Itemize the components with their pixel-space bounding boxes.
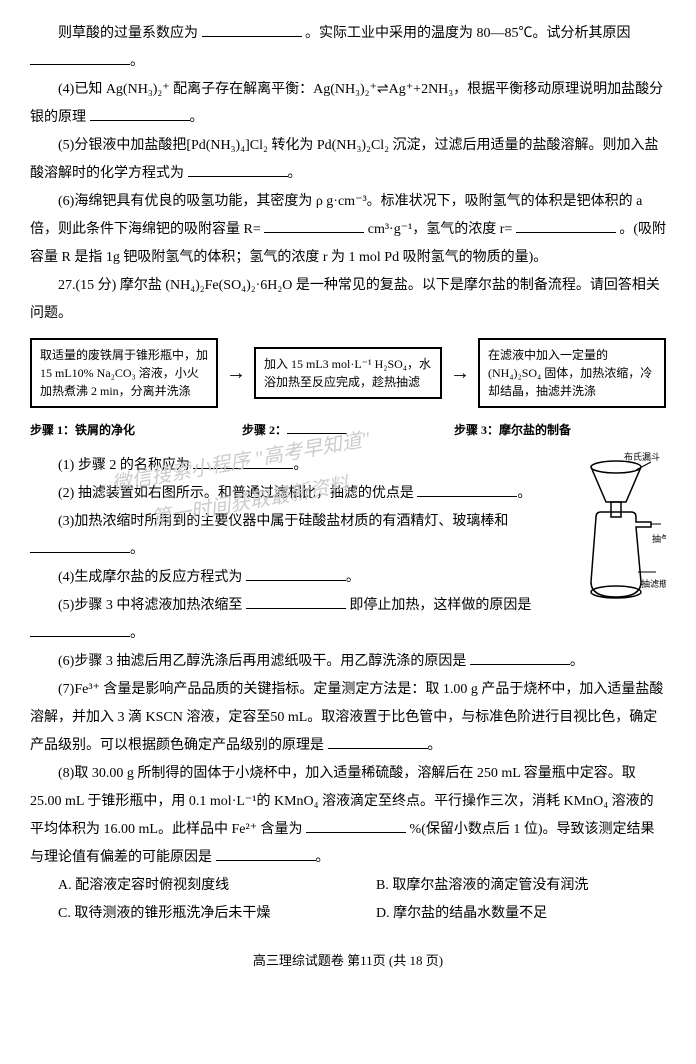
paragraph-q5: (5)分银液中加盐酸把[Pd(NH₃)₄]Cl₂ 转化为 Pd(NH₃)₂Cl₂… bbox=[30, 132, 666, 188]
text: 则草酸的过量系数应为 bbox=[58, 26, 202, 41]
text: 27.(15 分) 摩尔盐 (NH₄)₂Fe(SO₄)₂·6H₂O 是一种常见的… bbox=[30, 278, 660, 321]
flow-box-3: 在滤液中加入一定量的 (NH₄)₂SO₄ 固体，加热浓缩，冷却结晶，抽滤并洗涤 bbox=[478, 338, 666, 408]
option-a: A. 配溶液定容时俯视刻度线 bbox=[30, 872, 348, 900]
sub-q6: (6)步骤 3 抽滤后用乙醇洗涤后再用滤纸吸干。用乙醇洗涤的原因是 。 bbox=[30, 648, 666, 676]
blank bbox=[30, 538, 130, 553]
blank bbox=[287, 421, 347, 434]
blank bbox=[90, 106, 190, 121]
paragraph-q6: (6)海绵钯具有优良的吸氢功能，其密度为 ρ g·cm⁻³。标准状况下，吸附氢气… bbox=[30, 188, 666, 272]
content-with-figure: 微信搜索小程序 "高考早知道" 第一时间获取最新资料 布氏漏斗 抽气 抽滤瓶 (… bbox=[30, 452, 666, 564]
blank bbox=[216, 846, 316, 861]
blank bbox=[417, 482, 517, 497]
flow-box-2: 加入 15 mL3 mol·L⁻¹ H₂SO₄，水浴加热至反应完成，趁热抽滤 bbox=[254, 347, 442, 399]
text: (6)步骤 3 抽滤后用乙醇洗涤后再用滤纸吸干。用乙醇洗涤的原因是 bbox=[58, 654, 470, 669]
sub-q8: (8)取 30.00 g 所制得的固体于小烧杯中，加入适量稀硫酸，溶解后在 25… bbox=[30, 760, 666, 872]
option-b: B. 取摩尔盐溶液的滴定管没有润洗 bbox=[348, 872, 666, 900]
options-list: A. 配溶液定容时俯视刻度线 B. 取摩尔盐溶液的滴定管没有润洗 C. 取待测液… bbox=[30, 872, 666, 928]
option-d: D. 摩尔盐的结晶水数量不足 bbox=[348, 900, 666, 928]
text: (5)分银液中加盐酸把[Pd(NH₃)₄]Cl₂ 转化为 Pd(NH₃)₂Cl₂… bbox=[30, 138, 659, 181]
page-footer: 高三理综试题卷 第11页 (共 18 页) bbox=[30, 948, 666, 974]
blank bbox=[246, 566, 346, 581]
blank bbox=[202, 22, 302, 37]
step-label-3: 步骤 3：摩尔盐的制备 bbox=[454, 418, 666, 442]
funnel-label: 布氏漏斗 bbox=[624, 452, 660, 462]
flask-label: 抽滤瓶 bbox=[641, 578, 666, 589]
text: (3)加热浓缩时所用到的主要仪器中属于硅酸盐材质的有酒精灯、玻璃棒和 bbox=[58, 514, 508, 529]
flowchart: 取适量的废铁屑于锥形瓶中，加 15 mL10% Na₂CO₃ 溶液，小火加热煮沸… bbox=[30, 338, 666, 408]
text: 即停止加热，这样做的原因是 bbox=[349, 598, 531, 613]
step-labels: 步骤 1：铁屑的净化 步骤 2： 步骤 3：摩尔盐的制备 bbox=[30, 418, 666, 442]
blank bbox=[193, 454, 293, 469]
blank bbox=[264, 218, 364, 233]
arrow-icon: → bbox=[226, 353, 246, 393]
blank bbox=[516, 218, 616, 233]
flow-box-1: 取适量的废铁屑于锥形瓶中，加 15 mL10% Na₂CO₃ 溶液，小火加热煮沸… bbox=[30, 338, 218, 408]
blank bbox=[30, 622, 130, 637]
paragraph-oxalic: 则草酸的过量系数应为 。实际工业中采用的温度为 80—85℃。试分析其原因 。 bbox=[30, 20, 666, 76]
paragraph-q4: (4)已知 Ag(NH₃)₂⁺ 配离子存在解离平衡：Ag(NH₃)₂⁺⇌Ag⁺+… bbox=[30, 76, 666, 132]
blank bbox=[188, 162, 288, 177]
text: (5)步骤 3 中将滤液加热浓缩至 bbox=[58, 598, 246, 613]
option-c: C. 取待测液的锥形瓶洗净后未干燥 bbox=[30, 900, 348, 928]
blank bbox=[246, 594, 346, 609]
blank bbox=[306, 818, 406, 833]
step-label-2: 步骤 2： bbox=[242, 418, 454, 442]
blank bbox=[470, 650, 570, 665]
step-label-1: 步骤 1：铁屑的净化 bbox=[30, 418, 242, 442]
text: 。实际工业中采用的温度为 80—85℃。试分析其原因 bbox=[305, 26, 631, 41]
text: (4)生成摩尔盐的反应方程式为 bbox=[58, 570, 246, 585]
question-27-stem: 27.(15 分) 摩尔盐 (NH₄)₂Fe(SO₄)₂·6H₂O 是一种常见的… bbox=[30, 272, 666, 328]
text: (1) 步骤 2 的名称应为 bbox=[58, 458, 193, 473]
text: (2) 抽滤装置如右图所示。和普通过滤相比，抽滤的优点是 bbox=[58, 486, 417, 501]
text: cm³·g⁻¹，氢气的浓度 r= bbox=[368, 222, 516, 237]
blank bbox=[30, 50, 130, 65]
sub-q7: (7)Fe³⁺ 含量是影响产品品质的关键指标。定量测定方法是：取 1.00 g … bbox=[30, 676, 666, 760]
filtration-figure: 布氏漏斗 抽气 抽滤瓶 bbox=[566, 452, 666, 623]
blank bbox=[328, 734, 428, 749]
suction-label: 抽气 bbox=[652, 533, 666, 544]
arrow-icon: → bbox=[450, 353, 470, 393]
